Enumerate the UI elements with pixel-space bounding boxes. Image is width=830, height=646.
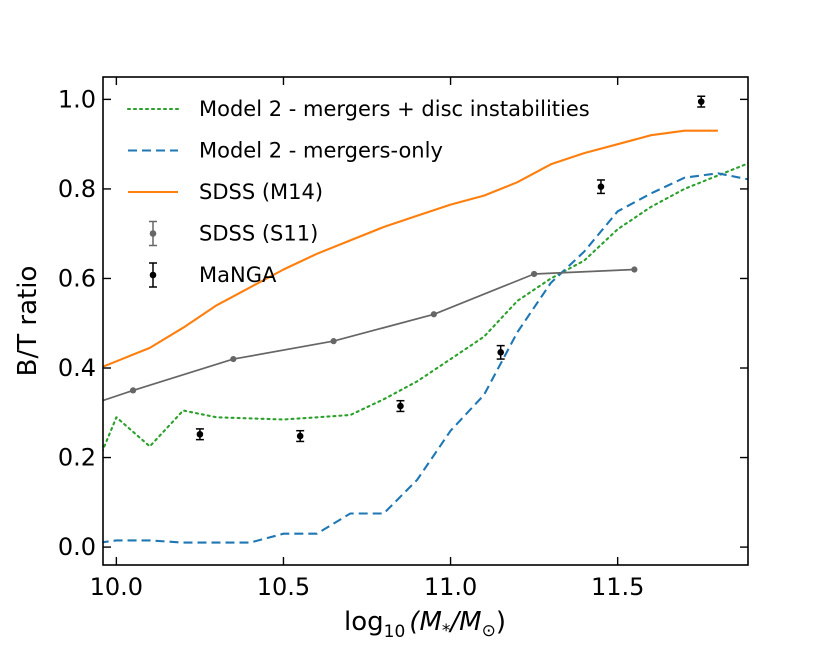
x-axis-title-slash: /M (448, 607, 481, 637)
sdss-s11-point (631, 266, 638, 273)
x-tick-label: 10.0 (90, 573, 143, 601)
x-tick-label: 11.5 (591, 573, 644, 601)
legend-label: MaNGA (199, 263, 277, 287)
y-tick-label: 0.8 (58, 175, 96, 203)
manga-point (196, 430, 204, 438)
sdss-s11-point (97, 398, 103, 404)
legend-item: Model 2 - mergers + disc instabilities (126, 97, 590, 121)
series-group (97, 266, 638, 404)
legend-label: SDSS (S11) (199, 222, 318, 246)
plot-frame (102, 76, 749, 566)
legend-item: MaNGA (149, 262, 277, 288)
x-axis-title-star: * (442, 621, 451, 641)
sdss-s11-point (230, 355, 237, 363)
sdss-s11-point (531, 270, 538, 278)
x-axis-title-open: (M (409, 607, 442, 637)
x-axis-title: log10 (M*/M⊙) (344, 607, 506, 642)
ticks-layer: 10.0 10.5 11.0 11.5 0.0 0.2 0.4 0.6 0.8 1.0 (58, 77, 748, 601)
sdss-s11-point (430, 311, 437, 318)
manga-point (497, 349, 504, 356)
series-line (103, 172, 748, 544)
series-line (103, 268, 635, 402)
x-tick-label: 10.5 (257, 573, 310, 601)
series-group (96, 95, 706, 462)
y-tick-label: 0.0 (58, 533, 96, 561)
x-axis-title-sun: ⊙ (482, 621, 496, 641)
legend-marker (149, 271, 157, 279)
manga-point (296, 432, 304, 440)
legend-item: SDSS (S11) (149, 220, 318, 247)
x-axis-title-close: ) (496, 607, 506, 637)
legend-label: SDSS (M14) (199, 180, 323, 204)
sdss-s11-point (330, 338, 337, 345)
series-line (103, 162, 748, 453)
legend-item: SDSS (M14) (128, 180, 323, 204)
manga-point (397, 402, 404, 410)
x-tick-label: 11.0 (424, 573, 477, 601)
y-tick-label: 0.6 (58, 264, 96, 292)
legend-label: Model 2 - mergers-only (199, 139, 443, 163)
y-tick-label: 0.2 (58, 444, 96, 472)
series-group (103, 172, 748, 544)
y-axis-title: B/T ratio (13, 266, 43, 377)
legend-item: Model 2 - mergers-only (128, 139, 443, 163)
legend-marker (149, 230, 157, 237)
series-line (103, 129, 718, 368)
sdss-s11-point (129, 387, 137, 394)
series-group (103, 162, 748, 453)
y-tick-label: 1.0 (58, 85, 96, 113)
manga-point (697, 98, 705, 105)
manga-point (96, 452, 103, 459)
y-tick-label: 0.4 (58, 354, 96, 382)
legend: Model 2 - mergers + disc instabilities Mo… (126, 97, 590, 288)
x-axis-title-subscript: 10 (384, 622, 406, 642)
series-group (103, 129, 718, 368)
series-layer (96, 95, 748, 544)
x-axis-title-prefix: log (344, 607, 384, 637)
legend-label: Model 2 - mergers + disc instabilities (199, 97, 590, 121)
manga-point (597, 183, 605, 190)
